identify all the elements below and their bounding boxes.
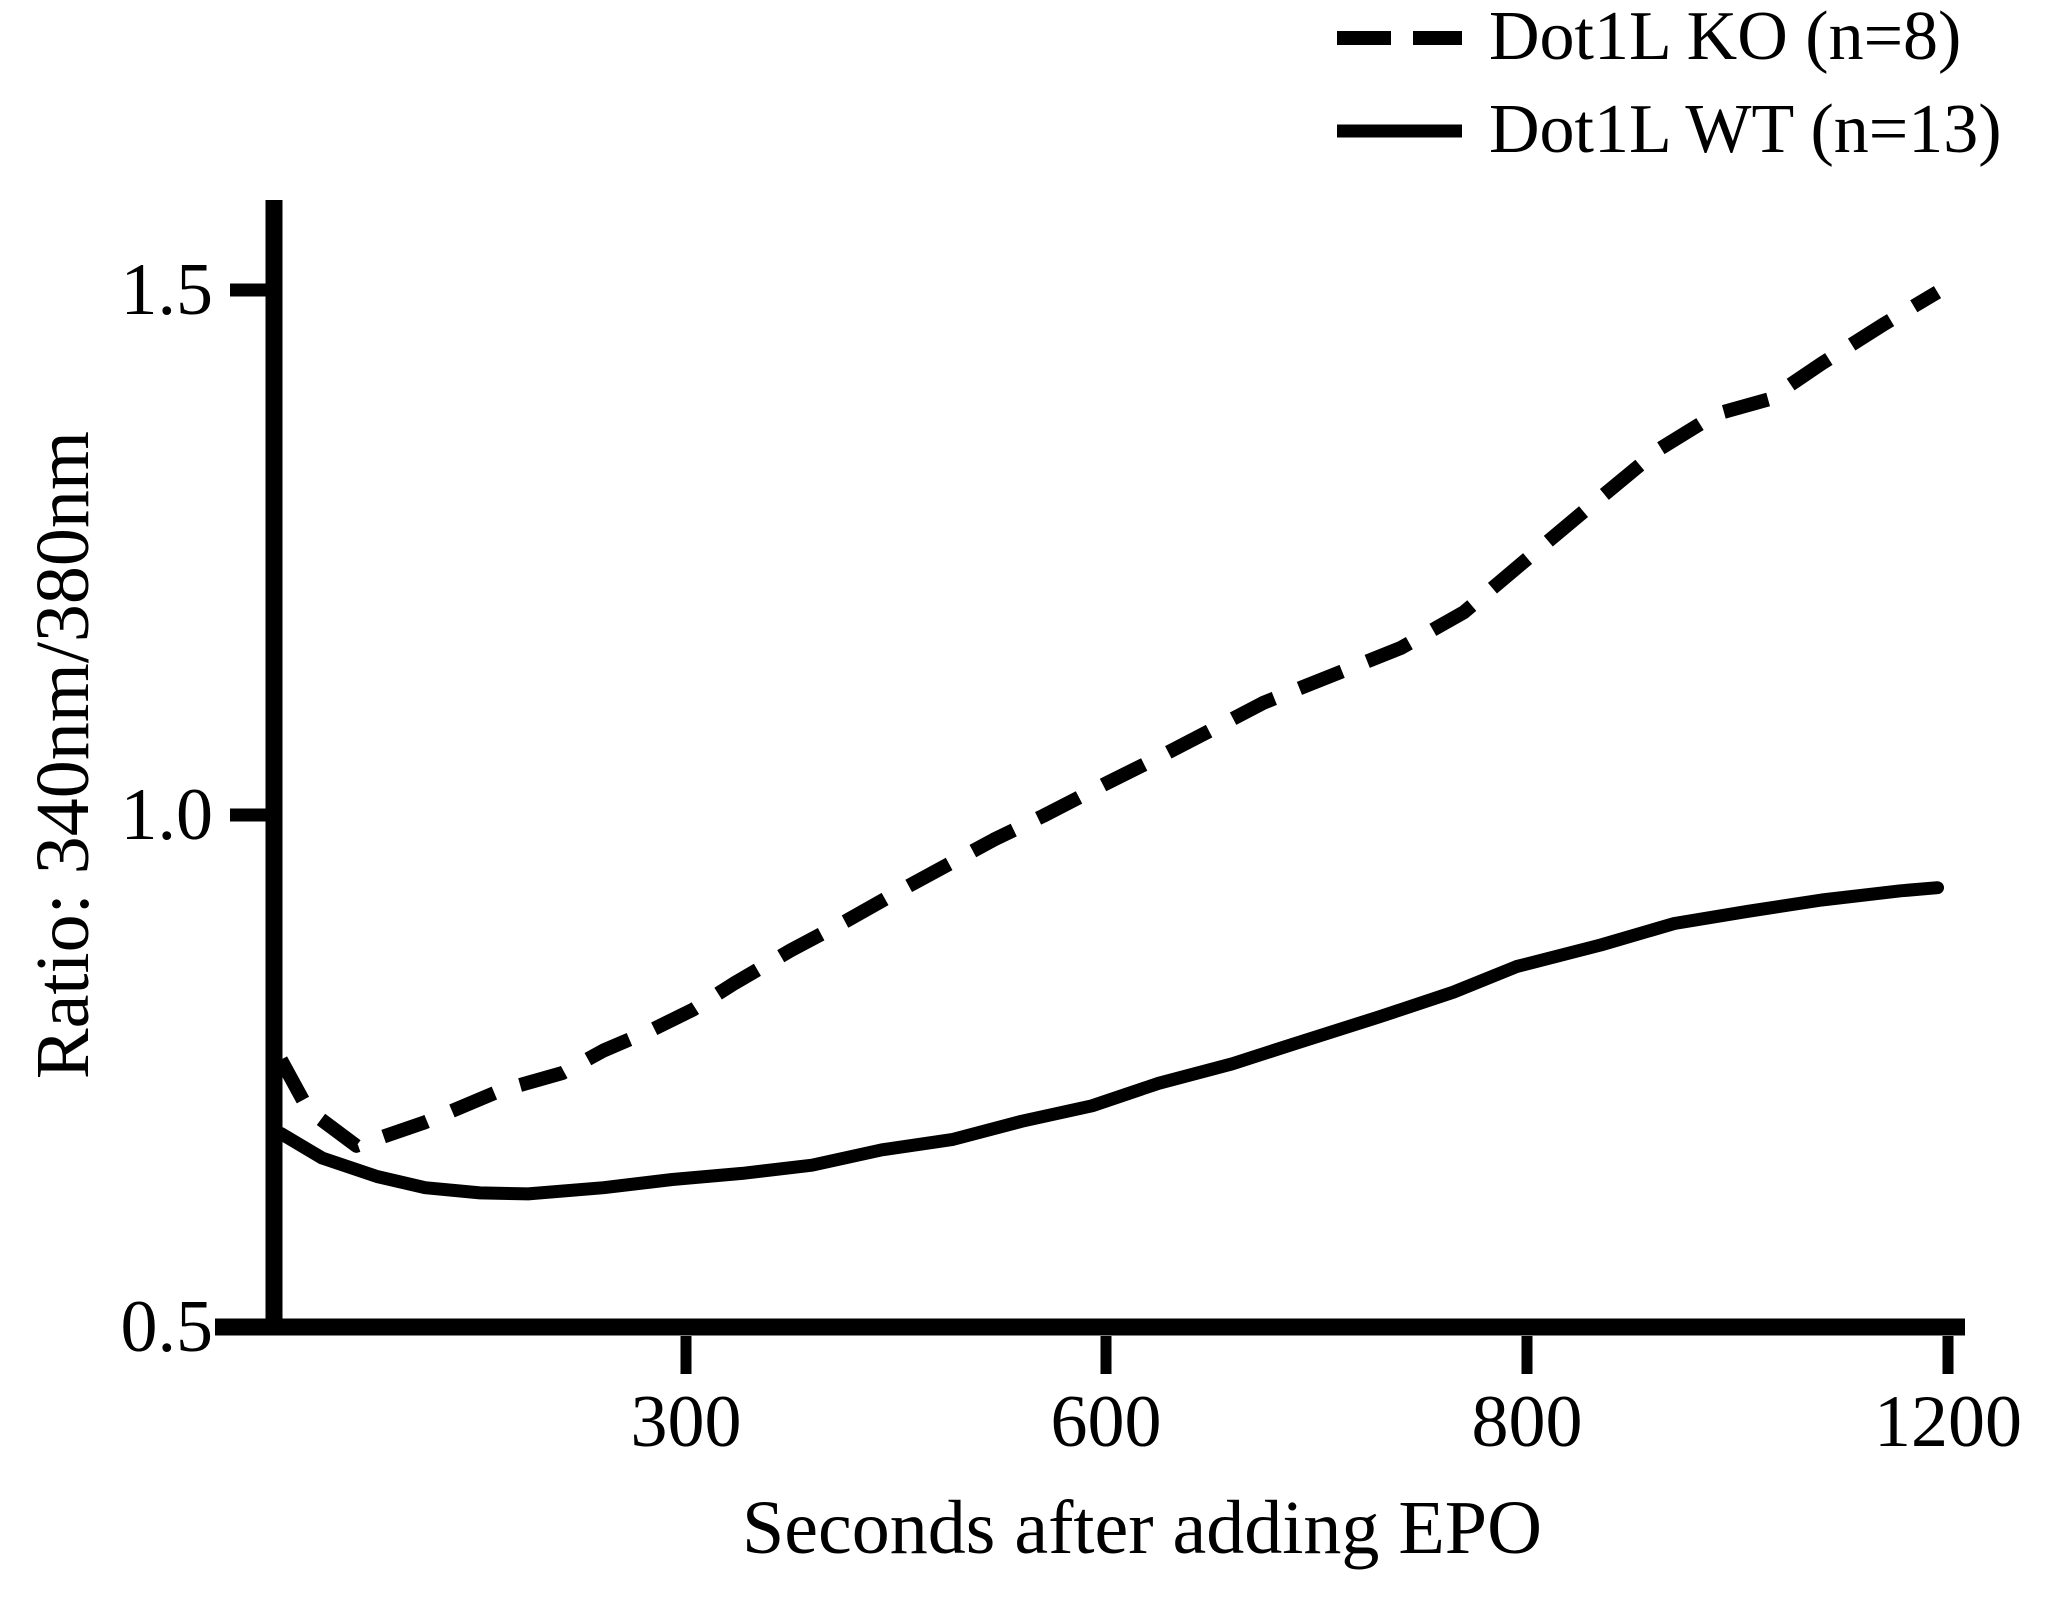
x-tick-label-300: 300 xyxy=(631,1381,742,1463)
x-tick-label-800: 800 xyxy=(1472,1381,1583,1463)
y-tick-label-1-5: 1.5 xyxy=(121,249,214,331)
legend-wt-label: Dot1L WT (n=13) xyxy=(1489,91,2002,168)
legend-item-ko: Dot1L KO (n=8) xyxy=(1337,0,1961,75)
y-tick-marks xyxy=(230,283,276,822)
x-axis-title: Seconds after adding EPO xyxy=(742,1486,1542,1570)
legend-ko-label: Dot1L KO (n=8) xyxy=(1489,0,1961,75)
legend: Dot1L KO (n=8) Dot1L WT (n=13) xyxy=(1337,0,2002,168)
legend-item-wt: Dot1L WT (n=13) xyxy=(1337,91,2002,168)
x-tick-label-1200: 1200 xyxy=(1874,1381,2022,1463)
dot1l-ko-curve xyxy=(274,286,1942,1153)
x-tick-labels: 300 600 800 1200 xyxy=(631,1381,2023,1463)
y-tick-label-0-5: 0.5 xyxy=(121,1286,214,1368)
y-axis-title: Ratio: 340nm/380nm xyxy=(21,431,105,1079)
x-tick-label-600: 600 xyxy=(1051,1381,1162,1463)
y-tick-labels: 1.5 1.0 0.5 xyxy=(121,249,214,1368)
y-tick-label-1-0: 1.0 xyxy=(121,774,214,856)
x-tick-marks xyxy=(680,1336,1954,1374)
axes xyxy=(215,200,1965,1336)
dot1l-wt-curve xyxy=(274,881,1944,1201)
